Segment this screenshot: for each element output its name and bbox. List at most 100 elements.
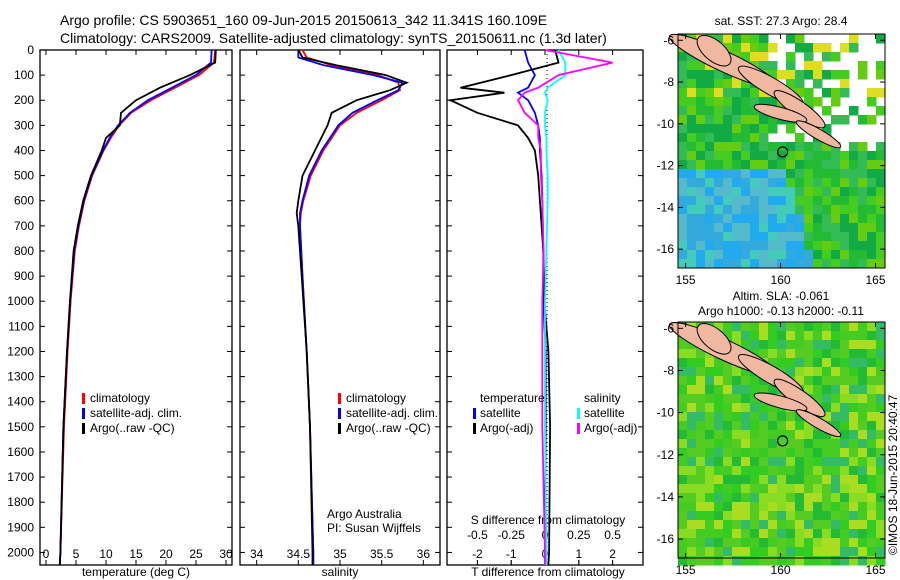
map-cell xyxy=(840,520,850,530)
map-cell xyxy=(759,385,769,395)
map-cell xyxy=(687,142,697,152)
map-cell xyxy=(858,556,868,566)
map-cell xyxy=(822,367,832,377)
map-cell xyxy=(768,250,778,260)
map-cell xyxy=(777,151,787,161)
map-cell xyxy=(786,169,796,179)
map-cell xyxy=(867,349,877,359)
legend-swatch xyxy=(82,393,85,404)
y-tick-label: 1700 xyxy=(7,470,34,484)
map-cell xyxy=(687,178,697,188)
map-cell xyxy=(714,547,724,557)
map-cell xyxy=(741,367,751,377)
legend-swatch xyxy=(577,408,580,419)
map-cell xyxy=(705,394,715,404)
x-axis-label: T difference from climatology xyxy=(471,565,625,579)
map-cell xyxy=(723,466,733,476)
x-tick-label: -1 xyxy=(506,547,517,561)
map-cell xyxy=(687,124,697,134)
map-cell xyxy=(786,538,796,548)
map-cell xyxy=(858,205,868,215)
map-cell xyxy=(678,340,688,350)
map-cell xyxy=(714,34,724,44)
map-cell xyxy=(741,376,751,386)
map-cell xyxy=(714,79,724,89)
map-cell xyxy=(768,430,778,440)
map-cell xyxy=(723,475,733,485)
map-cell xyxy=(732,322,742,332)
map-cell xyxy=(813,484,823,494)
map-cell xyxy=(777,475,787,485)
x-tick-label: 165 xyxy=(865,563,885,577)
map-cell xyxy=(768,403,778,413)
map-cell xyxy=(732,439,742,449)
map-cell xyxy=(786,142,796,152)
map-cell xyxy=(732,223,742,233)
sla-map xyxy=(668,322,886,566)
map-cell xyxy=(831,250,841,260)
map-cell xyxy=(786,466,796,476)
map-cell xyxy=(714,97,724,107)
map-cell xyxy=(840,394,850,404)
island-shape xyxy=(696,323,732,355)
map-cell xyxy=(723,547,733,557)
series-line-satellite-adj-clim- xyxy=(297,50,404,565)
map-cell xyxy=(777,430,787,440)
map-cell xyxy=(678,97,688,107)
map-cell xyxy=(777,187,787,197)
map-cell xyxy=(696,349,706,359)
map-cell xyxy=(777,484,787,494)
map-cell xyxy=(867,520,877,530)
map-cell xyxy=(768,178,778,188)
map-cell xyxy=(849,169,859,179)
map-cell xyxy=(831,376,841,386)
map-cell xyxy=(723,151,733,161)
map-cell xyxy=(822,466,832,476)
map-cell xyxy=(822,187,832,197)
map-cell xyxy=(822,448,832,458)
map-cell xyxy=(822,556,832,566)
map-cell xyxy=(768,448,778,458)
map-cell xyxy=(849,502,859,512)
map-cell xyxy=(750,160,760,170)
map-cell xyxy=(768,385,778,395)
legend-label: satellite-adj. clim. xyxy=(346,406,438,420)
argo-location-marker xyxy=(776,146,789,158)
map-cell xyxy=(723,394,733,404)
map-cell xyxy=(876,502,886,512)
map-cell xyxy=(723,169,733,179)
map-cell xyxy=(678,421,688,431)
map-cell xyxy=(696,133,706,143)
map-cell xyxy=(687,196,697,206)
map-cell xyxy=(777,250,787,260)
map-cell xyxy=(831,403,841,413)
map-cell xyxy=(849,439,859,449)
map-cell xyxy=(678,394,688,404)
map-cell xyxy=(678,151,688,161)
map-cell xyxy=(795,178,805,188)
map-cell xyxy=(759,160,769,170)
map-cell xyxy=(687,205,697,215)
map-cell xyxy=(759,439,769,449)
map-cell xyxy=(732,205,742,215)
map-cell xyxy=(876,340,886,350)
map-cell xyxy=(822,106,832,116)
map-cell xyxy=(795,187,805,197)
map-cell xyxy=(723,250,733,260)
map-cell xyxy=(714,538,724,548)
map-cell xyxy=(858,412,868,422)
map-cell xyxy=(831,52,841,62)
map-cell xyxy=(723,196,733,206)
map-cell xyxy=(678,142,688,152)
map-cell xyxy=(741,538,751,548)
map-cell xyxy=(786,241,796,251)
map-cell xyxy=(768,322,778,332)
map-cell xyxy=(696,241,706,251)
map-cell xyxy=(867,367,877,377)
map-cell xyxy=(714,124,724,134)
map-cell xyxy=(687,187,697,197)
map-cell xyxy=(741,331,751,341)
map-cell xyxy=(831,475,841,485)
map-cell xyxy=(831,232,841,242)
map-cell xyxy=(849,232,859,242)
